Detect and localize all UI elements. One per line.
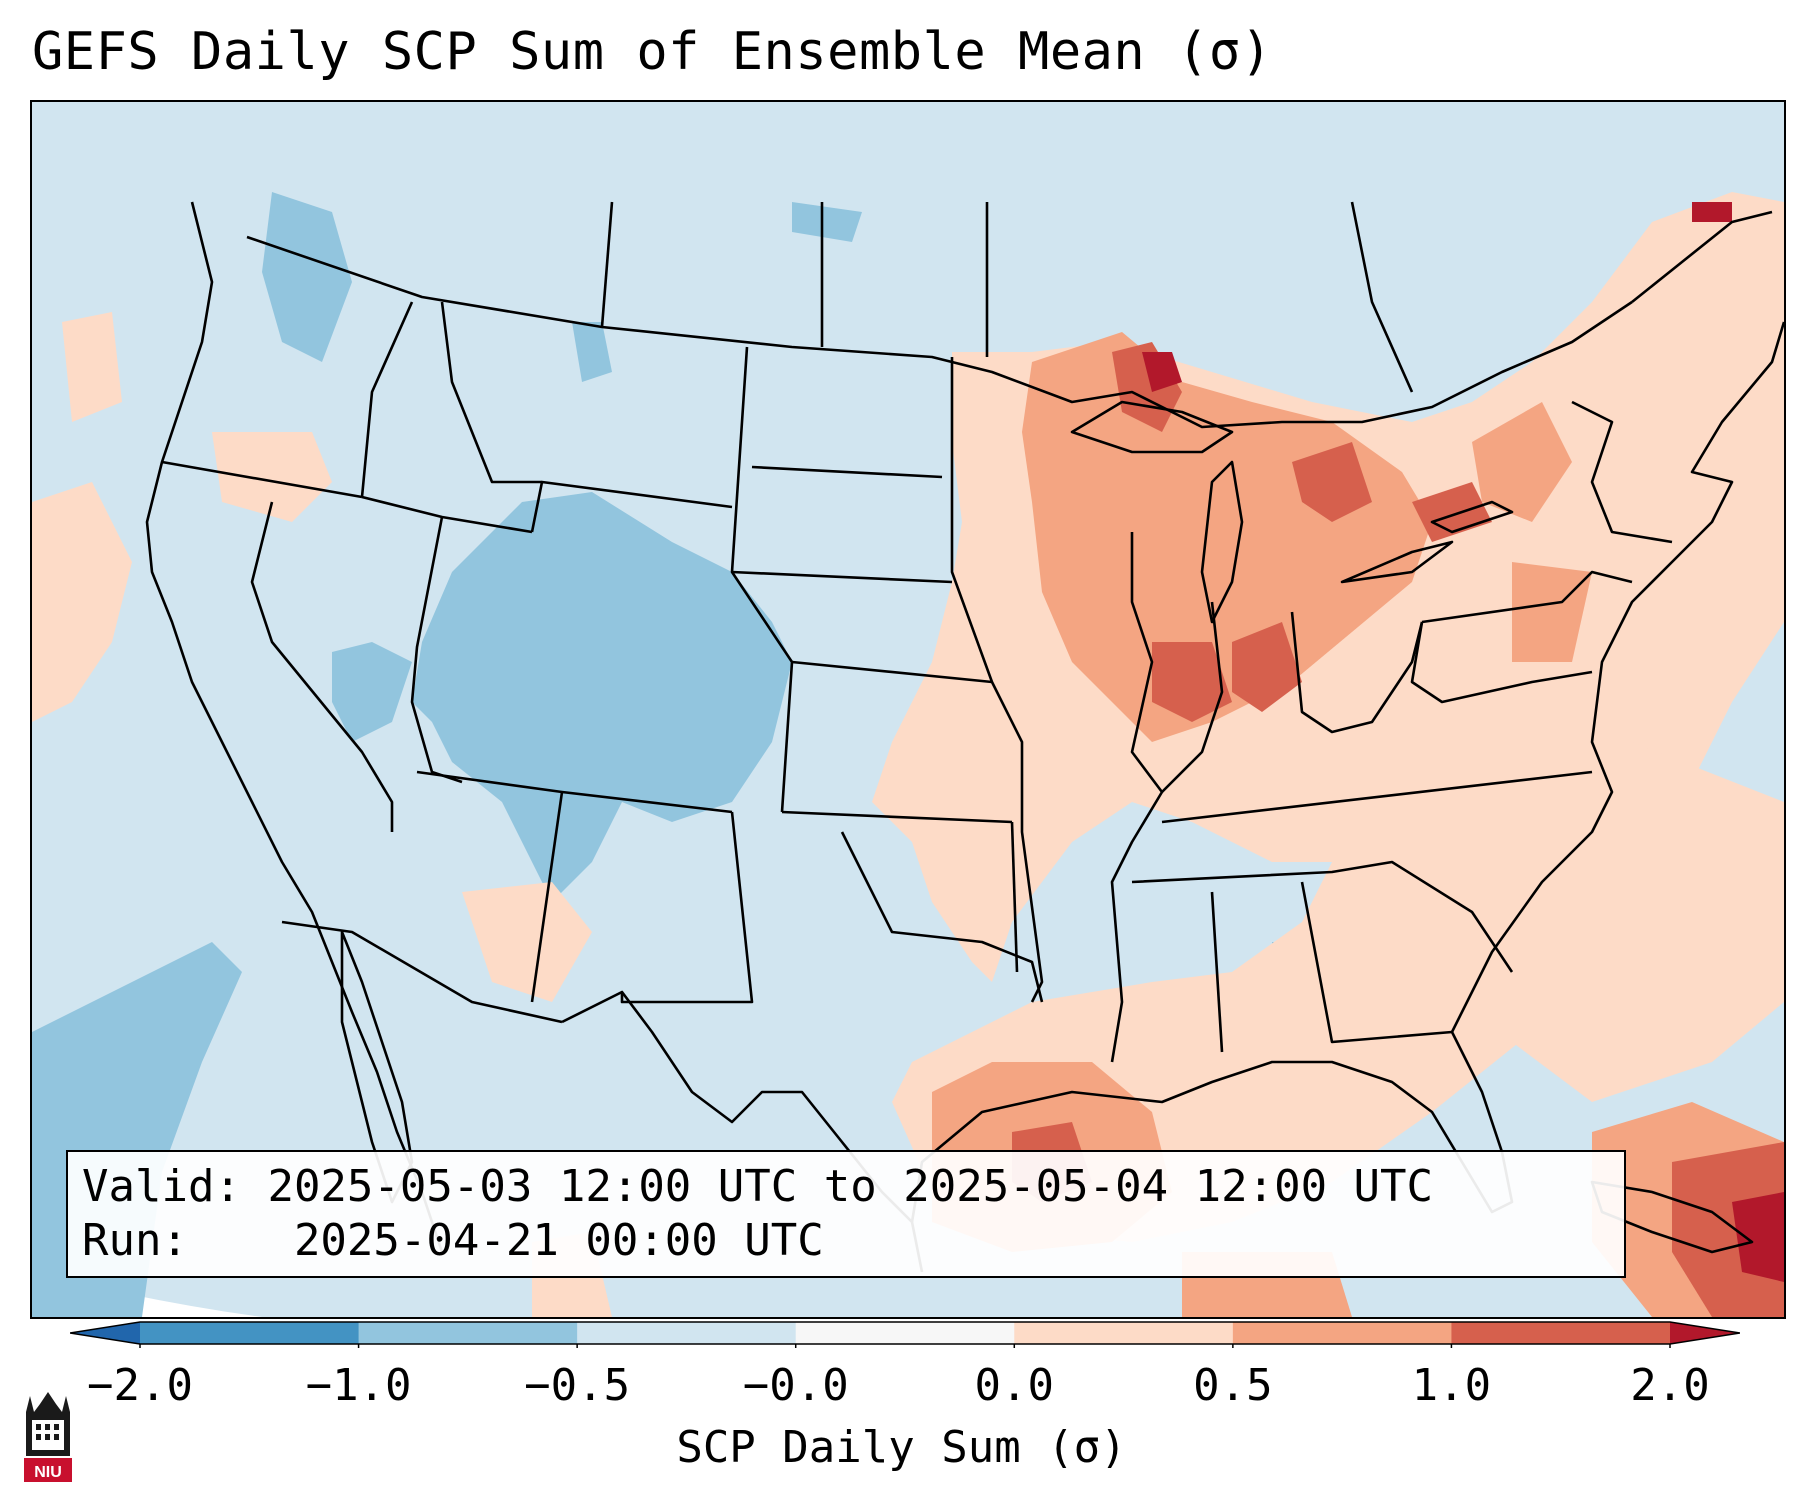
valid-time-range: 2025-05-03 12:00 UTC to 2025-05-04 12:00… — [267, 1161, 1434, 1212]
colorbar-tick-label: −2.0 — [87, 1360, 193, 1411]
pacific-coastline — [145, 201, 444, 1253]
lake-erie — [1340, 540, 1454, 584]
colorbar-tick-label: 2.0 — [1630, 1360, 1710, 1411]
colorbar-segment — [1232, 1322, 1452, 1344]
colorbar-under-extension — [70, 1322, 140, 1344]
run-time: 2025-04-21 00:00 UTC — [293, 1215, 824, 1266]
us-canada-border — [246, 235, 1633, 429]
colorbar-segment — [577, 1322, 797, 1344]
colorbar-tick-label: −1.0 — [305, 1360, 412, 1411]
map-title: GEFS Daily SCP Sum of Ensemble Mean (σ) — [32, 22, 1273, 82]
colorbar — [70, 1321, 1740, 1348]
run-label: Run: — [82, 1215, 188, 1266]
colorbar-over-extension — [1670, 1322, 1740, 1344]
scp-map — [32, 102, 1784, 1317]
lake-ontario — [1430, 500, 1514, 534]
niu-logo: NIU — [24, 1392, 72, 1482]
colorbar-tick-label: 0.0 — [974, 1360, 1055, 1411]
colorbar-tick-label: −0.0 — [742, 1360, 849, 1411]
colorbar-segment — [1014, 1322, 1234, 1344]
colorbar-segment — [358, 1322, 578, 1344]
atlantic-coastline — [1450, 321, 1784, 1033]
colorbar-tick-label: −0.5 — [524, 1360, 631, 1411]
colorbar-segment — [140, 1322, 360, 1344]
logo-text: NIU — [34, 1464, 62, 1481]
colorbar-segment — [795, 1322, 1015, 1344]
colorbar-segment — [1451, 1322, 1671, 1344]
valid-label: Valid: — [82, 1161, 241, 1212]
valid-run-info-box: Valid: 2025-05-03 12:00 UTC to 2025-05-0… — [66, 1150, 1626, 1278]
colorbar-tick-label: 0.5 — [1193, 1360, 1273, 1411]
lake-superior — [1070, 400, 1234, 454]
map-panel — [30, 100, 1786, 1319]
colorbar-tick-label: 1.0 — [1411, 1360, 1492, 1411]
colorbar-label: SCP Daily Sum (σ) — [676, 1422, 1127, 1473]
lake-michigan — [1200, 460, 1244, 624]
very-strong-positive-anomaly-regions — [1142, 202, 1784, 1282]
